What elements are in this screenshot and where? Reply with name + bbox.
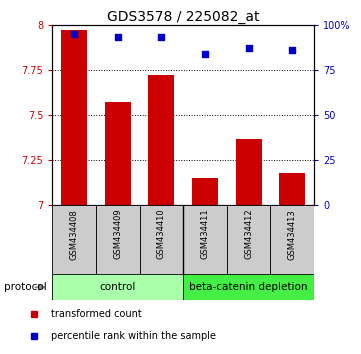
Text: GSM434408: GSM434408 bbox=[70, 209, 79, 259]
Bar bbox=[183, 274, 314, 300]
Bar bbox=[96, 205, 140, 274]
Text: beta-catenin depletion: beta-catenin depletion bbox=[190, 282, 308, 292]
Point bbox=[115, 35, 121, 40]
Bar bbox=[148, 75, 174, 205]
Bar bbox=[52, 205, 96, 274]
Point bbox=[290, 47, 295, 53]
Text: GSM434412: GSM434412 bbox=[244, 209, 253, 259]
Bar bbox=[140, 205, 183, 274]
Point bbox=[71, 31, 77, 37]
Text: GSM434409: GSM434409 bbox=[113, 209, 122, 259]
Text: GSM434411: GSM434411 bbox=[200, 209, 209, 259]
Bar bbox=[192, 178, 218, 205]
Point bbox=[246, 45, 252, 51]
Bar bbox=[52, 274, 183, 300]
Title: GDS3578 / 225082_at: GDS3578 / 225082_at bbox=[107, 10, 260, 24]
Text: percentile rank within the sample: percentile rank within the sample bbox=[51, 331, 216, 341]
Bar bbox=[61, 30, 87, 205]
Text: transformed count: transformed count bbox=[51, 309, 141, 319]
Bar bbox=[227, 205, 270, 274]
Point bbox=[202, 51, 208, 57]
Bar bbox=[236, 138, 262, 205]
Bar bbox=[270, 205, 314, 274]
Text: GSM434413: GSM434413 bbox=[288, 209, 297, 259]
Bar bbox=[279, 173, 305, 205]
Bar bbox=[105, 102, 131, 205]
Text: control: control bbox=[100, 282, 136, 292]
Text: GSM434410: GSM434410 bbox=[157, 209, 166, 259]
Bar bbox=[183, 205, 227, 274]
Text: protocol: protocol bbox=[4, 282, 46, 292]
Point bbox=[158, 35, 164, 40]
